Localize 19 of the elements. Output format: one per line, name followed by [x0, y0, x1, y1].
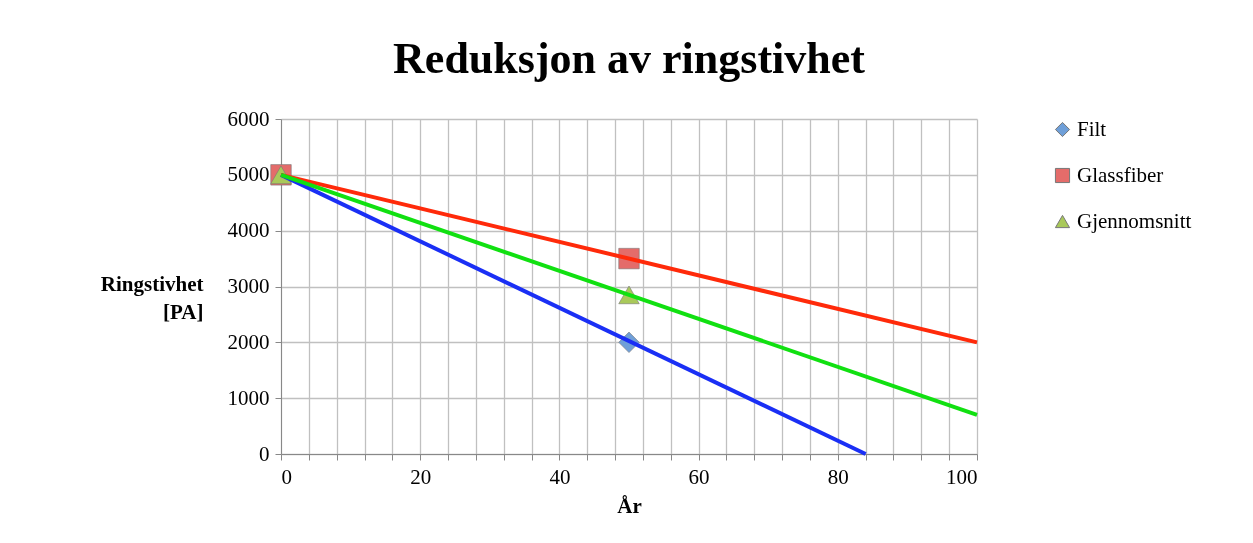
x-tick-label: 60 — [688, 464, 710, 489]
x-tick-label: 80 — [827, 464, 849, 489]
legend-label: Gjennomsnitt — [1077, 208, 1192, 233]
y-tick-label: 6000 — [227, 106, 270, 131]
x-tick-label: 0 — [281, 464, 292, 489]
legend-label: Filt — [1077, 116, 1107, 141]
y-tick-label: 0 — [259, 441, 270, 466]
x-tick-label: 20 — [410, 464, 432, 489]
x-tick-label: 100 — [946, 464, 978, 489]
y-axis-title: Ringstivhet [PA] — [100, 271, 204, 324]
y-tick-label: 1000 — [227, 385, 270, 410]
x-tick-label: 40 — [549, 464, 571, 489]
chart-title: Reduksjon av ringstivhet — [393, 34, 866, 83]
y-tick-label: 2000 — [227, 329, 270, 354]
x-axis-title: År — [617, 493, 642, 518]
y-tick-label: 4000 — [227, 218, 270, 243]
y-tick-label: 3000 — [227, 274, 270, 298]
y-tick-label: 5000 — [227, 162, 270, 187]
legend-label: Glassfiber — [1077, 162, 1164, 187]
